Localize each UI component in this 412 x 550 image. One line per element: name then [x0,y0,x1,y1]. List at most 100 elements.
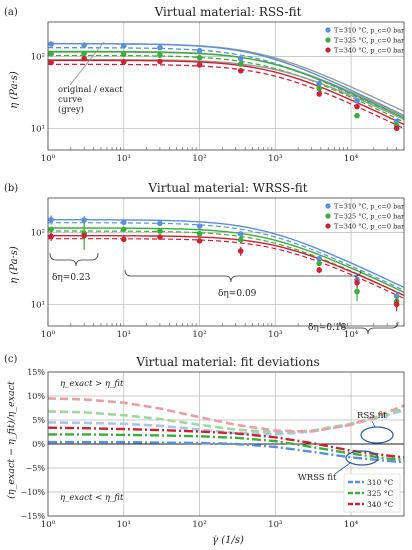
data-point [48,226,54,233]
x-tick-label: 10² [192,520,206,530]
x-tick-label: 10² [192,330,206,340]
delta-brace-3 [339,321,399,335]
panel-b-legend: T=310 °C, p_c=0 bar T=325 °C, p_c=0 bar T=… [325,203,405,231]
panel-c-letter: (c) [4,354,18,365]
fit-curve-solid [48,43,405,117]
data-point [316,91,323,97]
data-point [81,217,87,223]
data-point [196,62,203,68]
data-point [120,58,127,65]
y-tick-label: 10¹ [31,300,45,310]
panel-c-frame [47,371,405,517]
data-point [48,59,54,66]
y-tick-label: 5% [32,416,45,425]
data-point [157,44,163,51]
annotation-line-3: (grey) [58,104,84,115]
panel-b-frame [47,197,405,327]
exact-curve [48,59,405,121]
y-tick-label: −10% [21,488,46,497]
legend-label: 310 °C [367,478,393,487]
data-point [157,58,163,65]
data-point [157,228,163,234]
panel-c-curves [47,397,405,464]
panel-c-legend: 310 °C 325 °C 340 °C [343,473,401,513]
y-tick-label: 10% [27,392,45,401]
data-point [316,80,323,87]
data-point [196,230,203,237]
data-point [354,98,360,104]
delta-label-2: δη=0.09 [218,289,257,299]
x-tick-label: 10¹ [117,520,131,530]
panel-a-annotation: original / exact curve (grey) [58,41,123,115]
x-tick-label: 10³ [268,330,282,340]
region-above-label: η_exact > η_fit [60,379,124,389]
fit-curve-dashed [48,47,405,121]
x-tick-label: 10¹ [117,330,131,340]
data-point [316,260,323,267]
fit-curve-solid [48,59,405,126]
legend-label: 340 °C [367,500,393,509]
panel-c-chart: (c) Virtual material: fit deviations (η_… [4,354,405,546]
data-point [354,103,360,110]
legend-label: 325 °C [367,489,393,498]
legend-label: T=310 °C, p_c=0 bar [334,27,405,35]
data-point [48,233,54,240]
data-point [237,231,244,237]
panel-a-ylabel: η (Pa·s) [9,71,20,109]
y-tick-label: −5% [26,464,46,473]
data-point [81,42,87,48]
y-tick-label: 10² [31,52,45,62]
legend-marker [325,47,331,53]
rss-fit-ellipse [360,426,394,444]
x-tick-label: 10¹ [117,154,131,164]
region-below-label: η_exact < η_fit [60,493,124,503]
data-point [120,51,127,58]
x-tick-label: 10⁰ [41,154,56,164]
fit-curve [48,219,405,289]
fit-curve-solid [48,50,405,119]
data-point [354,288,360,295]
data-point [316,85,323,92]
legend-label: T=340 °C, p_c=0 bar [334,223,405,231]
data-point [196,223,203,229]
panel-b-curves [48,219,405,300]
legend-box [343,473,401,513]
panel-a-letter: (a) [4,7,18,18]
x-tick-label: 10⁰ [41,520,56,530]
panel-b-annotations: δη=0.23 δη=0.09 δη=0.18 [49,252,399,335]
y-tick-label: −15% [21,512,46,521]
panel-c-xlabel: γ̇ (1/s) [212,535,244,546]
delta-label-1: δη=0.23 [52,273,91,283]
legend-marker [325,213,331,219]
data-point [48,51,54,57]
panel-b-title: Virtual material: WRSS-fit [147,181,307,195]
legend-label: T=325 °C, p_c=0 bar [334,213,405,221]
data-point [316,267,323,273]
data-point [81,232,87,239]
y-tick-label: 10² [31,228,45,238]
panel-a-title: Virtual material: RSS-fit [154,5,302,19]
legend-label: T=340 °C, p_c=0 bar [334,47,405,55]
data-point [157,52,163,58]
data-point [237,236,244,243]
panel-c-annotations: η_exact > η_fit η_exact < η_fit RSS fit … [60,379,394,503]
panel-b-ylabel: η (Pa·s) [9,246,20,284]
x-tick-label: 10³ [268,520,282,530]
wrss-fit-label: WRSS fit [298,473,337,483]
x-tick-label: 10⁴ [344,520,359,530]
fit-curve [48,235,405,297]
wrss-deviation-curve [47,426,405,459]
data-point [237,61,244,67]
fit-curve [48,227,405,293]
panel-a-chart: (a) Virtual material: RSS-fit η (Pa·s) 1… [4,5,405,164]
data-point [196,54,203,61]
data-point [120,219,127,226]
delta-brace-1 [49,252,99,267]
legend-label: T=325 °C, p_c=0 bar [334,37,405,45]
fit-curve-dashed [48,63,405,130]
panel-c-ylabel: (η_exact − η_fit)/η_exact [6,381,17,499]
panel-b-points [48,215,400,312]
x-tick-label: 10⁰ [41,330,56,340]
delta-brace-2 [124,269,362,283]
